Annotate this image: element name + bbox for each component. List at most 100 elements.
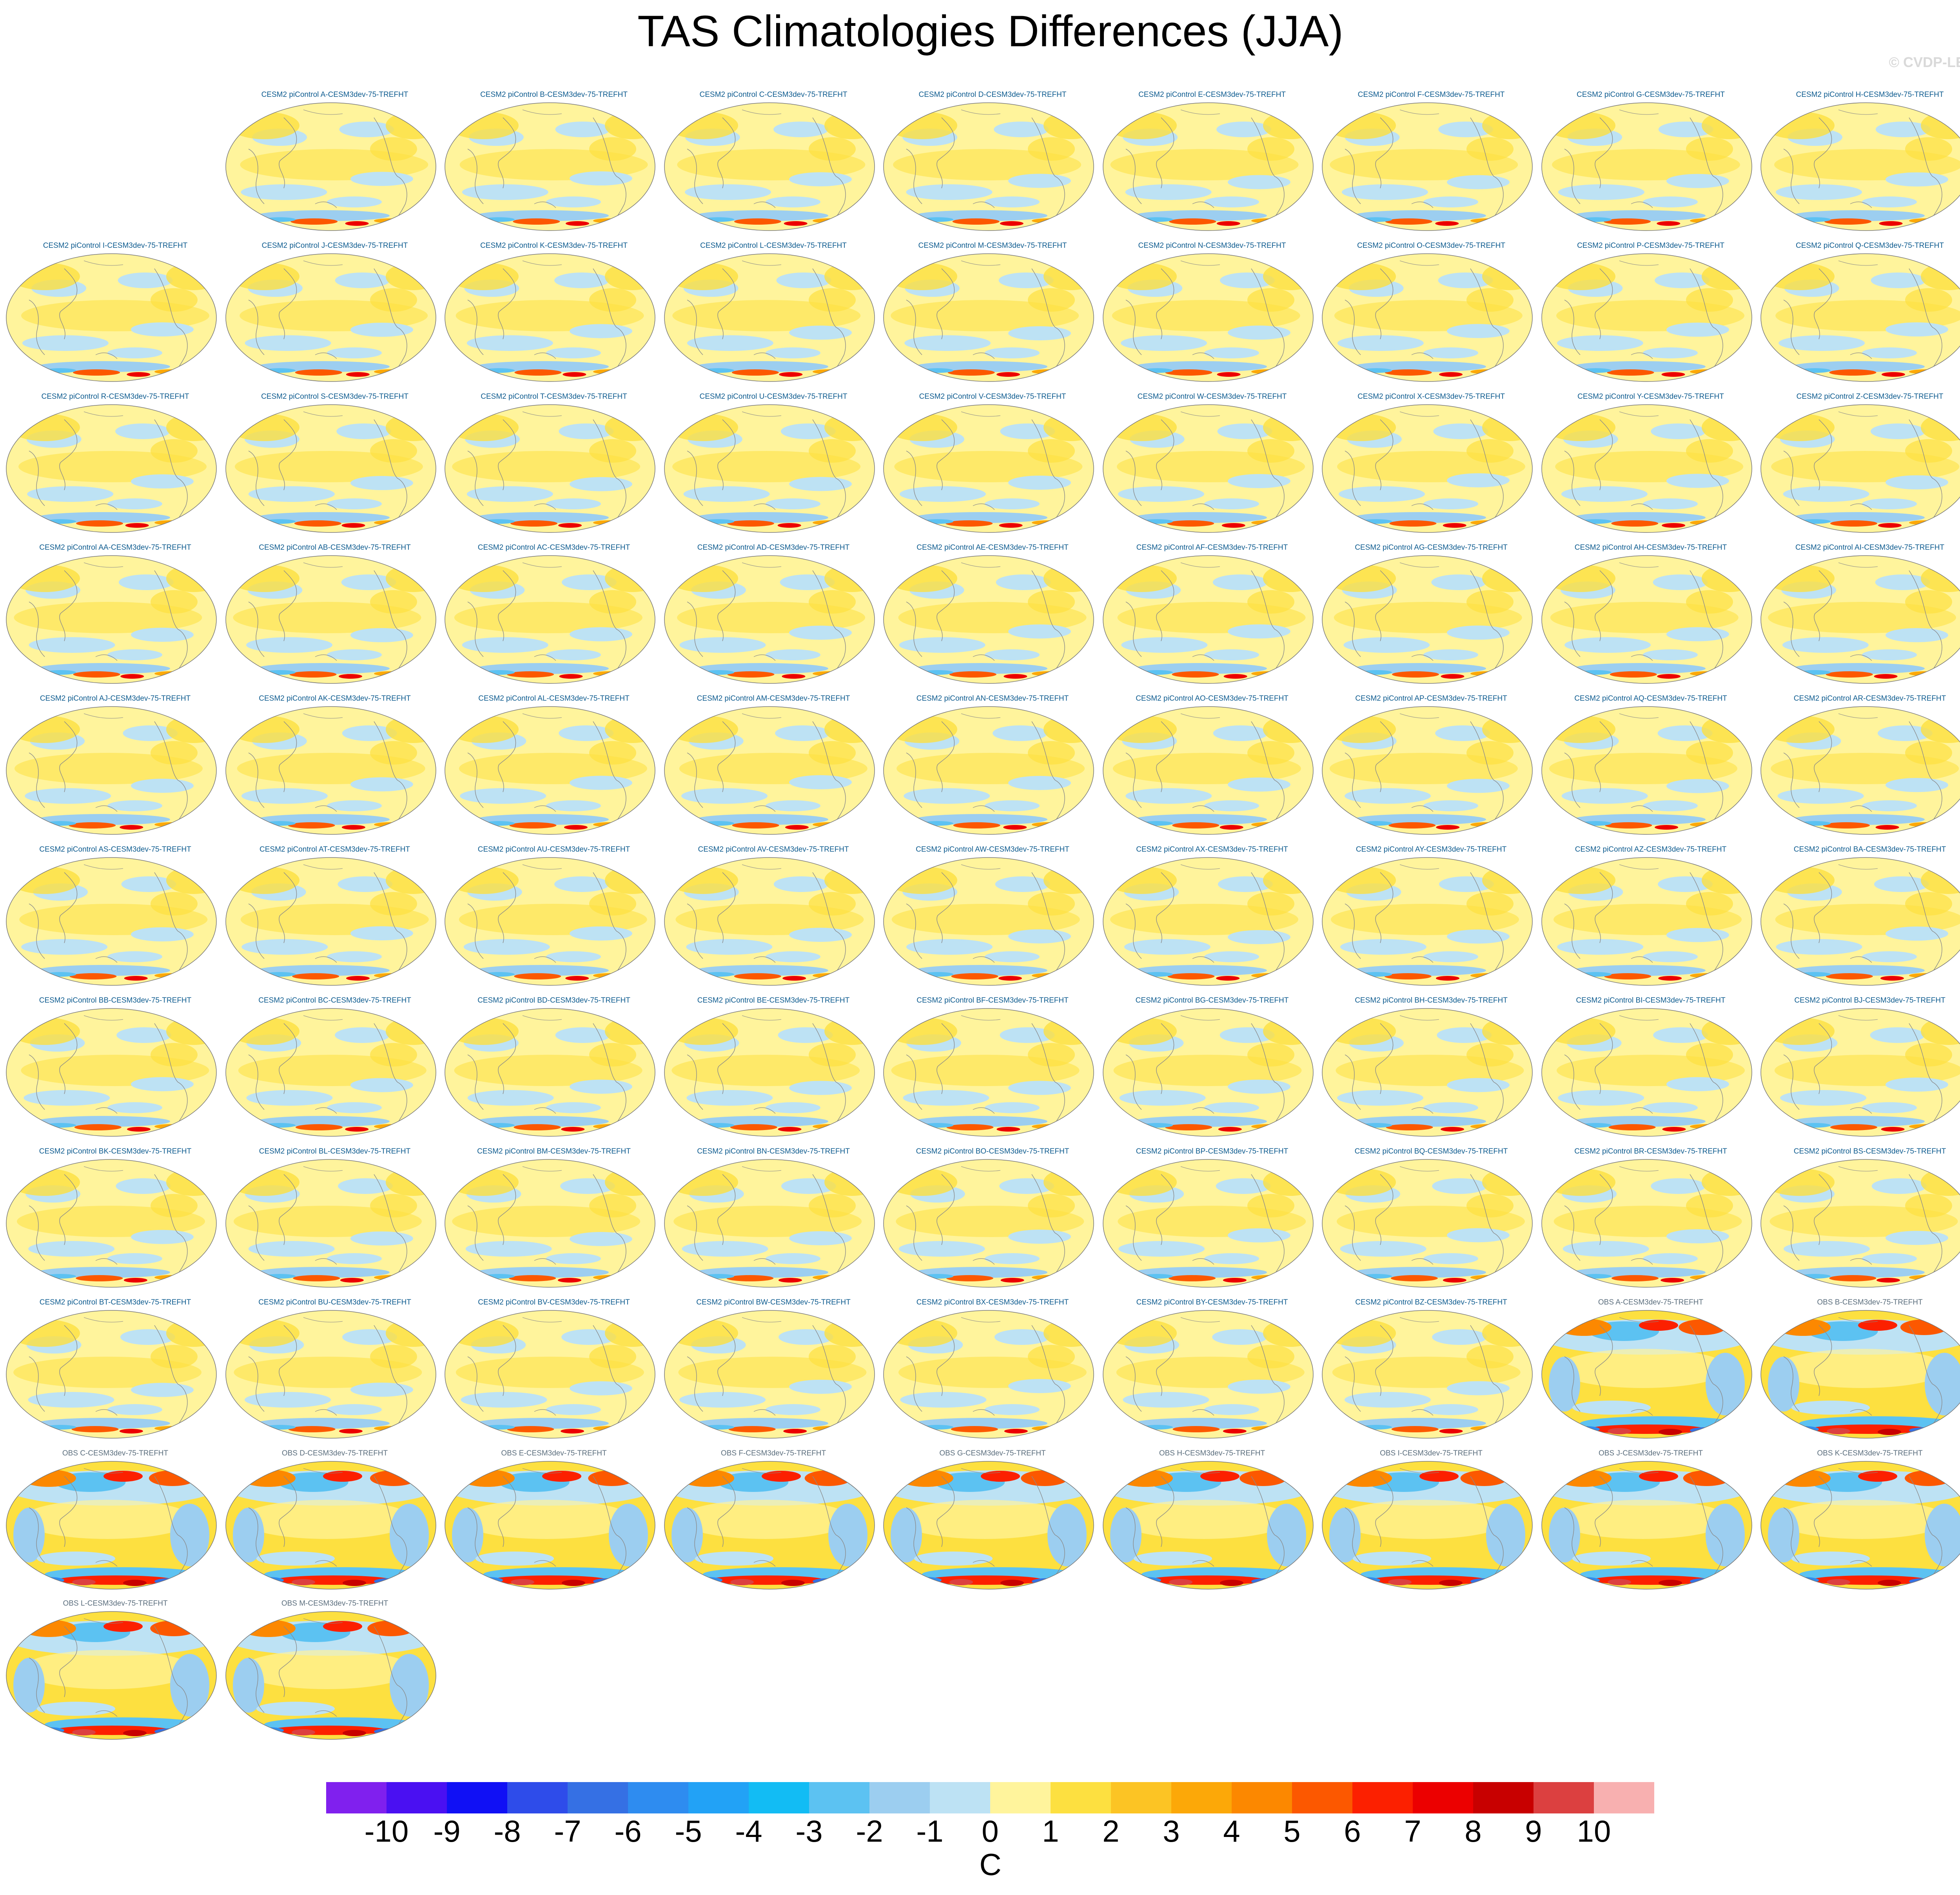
global-map — [1541, 253, 1752, 382]
colorbar-tick-label: -4 — [735, 1814, 762, 1848]
colorbar-swatch — [1413, 1782, 1473, 1813]
map-panel: CESM2 piControl AO-CESM3dev-75-TREFHT — [1102, 694, 1322, 851]
panel-title: CESM2 piControl BB-CESM3dev-75-TREFHT — [39, 996, 192, 1005]
panel-title: CESM2 piControl BZ-CESM3dev-75-TREFHT — [1355, 1298, 1507, 1306]
colorbar-tick-label: -5 — [675, 1814, 702, 1848]
map-panel: CESM2 piControl K-CESM3dev-75-TREFHT — [444, 241, 664, 398]
panel-title: CESM2 piControl BF-CESM3dev-75-TREFHT — [916, 996, 1069, 1005]
map-panel: CESM2 piControl AT-CESM3dev-75-TREFHT — [225, 845, 445, 1002]
map-panel: CESM2 piControl AI-CESM3dev-75-TREFHT — [1760, 543, 1960, 700]
global-map — [1103, 1461, 1314, 1590]
global-map — [6, 1611, 217, 1740]
panel-title: CESM2 piControl Q-CESM3dev-75-TREFHT — [1796, 242, 1944, 250]
colorbar-swatch — [1051, 1782, 1111, 1813]
colorbar-swatch — [568, 1782, 628, 1813]
map-panel: OBS L-CESM3dev-75-TREFHT — [5, 1599, 225, 1756]
map-panel: CESM2 piControl AE-CESM3dev-75-TREFHT — [883, 543, 1102, 700]
map-panel: CESM2 piControl E-CESM3dev-75-TREFHT — [1102, 90, 1322, 247]
colorbar-swatch — [387, 1782, 447, 1813]
map-panel: CESM2 piControl AA-CESM3dev-75-TREFHT — [5, 543, 225, 700]
panel-title: CESM2 piControl N-CESM3dev-75-TREFHT — [1138, 242, 1286, 250]
panel-title: CESM2 piControl A-CESM3dev-75-TREFHT — [261, 91, 408, 99]
panel-title: CESM2 piControl AF-CESM3dev-75-TREFHT — [1136, 543, 1288, 552]
global-map — [1103, 253, 1314, 382]
map-panel: CESM2 piControl BJ-CESM3dev-75-TREFHT — [1760, 996, 1960, 1153]
map-panel: CESM2 piControl Z-CESM3dev-75-TREFHT — [1760, 392, 1960, 549]
map-panel: CESM2 piControl BY-CESM3dev-75-TREFHT — [1102, 1298, 1322, 1455]
map-panel: CESM2 piControl W-CESM3dev-75-TREFHT — [1102, 392, 1322, 549]
map-panel: CESM2 piControl AQ-CESM3dev-75-TREFHT — [1541, 694, 1760, 851]
map-panel: CESM2 piControl AK-CESM3dev-75-TREFHT — [225, 694, 445, 851]
map-panel: CESM2 piControl J-CESM3dev-75-TREFHT — [225, 241, 445, 398]
map-panel: CESM2 piControl BK-CESM3dev-75-TREFHT — [5, 1147, 225, 1304]
global-map — [1322, 1008, 1533, 1137]
map-panel: CESM2 piControl H-CESM3dev-75-TREFHT — [1760, 90, 1960, 247]
global-map — [1103, 1310, 1314, 1439]
global-map — [1760, 253, 1960, 382]
global-map — [664, 404, 875, 533]
panel-title: CESM2 piControl BO-CESM3dev-75-TREFHT — [916, 1147, 1069, 1156]
map-panel: CESM2 piControl BL-CESM3dev-75-TREFHT — [225, 1147, 445, 1304]
colorbar-tick-label: -10 — [364, 1814, 409, 1848]
map-panel: CESM2 piControl BR-CESM3dev-75-TREFHT — [1541, 1147, 1760, 1304]
colorbar-tick-label: 10 — [1577, 1814, 1611, 1848]
global-map — [883, 102, 1094, 231]
colorbar-swatch — [1534, 1782, 1594, 1813]
panel-title: CESM2 piControl AX-CESM3dev-75-TREFHT — [1136, 845, 1288, 854]
panel-title: CESM2 piControl C-CESM3dev-75-TREFHT — [699, 91, 848, 99]
map-panel: OBS J-CESM3dev-75-TREFHT — [1541, 1449, 1760, 1606]
global-map — [664, 1310, 875, 1439]
global-map — [664, 1008, 875, 1137]
panel-title: CESM2 piControl F-CESM3dev-75-TREFHT — [1357, 91, 1505, 99]
map-panel: CESM2 piControl AC-CESM3dev-75-TREFHT — [444, 543, 664, 700]
colorbar-swatch — [1111, 1782, 1171, 1813]
global-map — [1103, 1159, 1314, 1288]
map-panel: CESM2 piControl C-CESM3dev-75-TREFHT — [664, 90, 883, 247]
map-panel: CESM2 piControl AW-CESM3dev-75-TREFHT — [883, 845, 1102, 1002]
colorbar-tick-label: 5 — [1283, 1814, 1301, 1848]
panel-title: CESM2 piControl T-CESM3dev-75-TREFHT — [481, 392, 627, 401]
map-panel: CESM2 piControl BT-CESM3dev-75-TREFHT — [5, 1298, 225, 1455]
map-panel: CESM2 piControl BV-CESM3dev-75-TREFHT — [444, 1298, 664, 1455]
panel-title: CESM2 piControl BL-CESM3dev-75-TREFHT — [259, 1147, 411, 1156]
map-panel: CESM2 piControl AZ-CESM3dev-75-TREFHT — [1541, 845, 1760, 1002]
global-map — [1103, 706, 1314, 835]
global-map — [1541, 102, 1752, 231]
global-map — [1541, 1159, 1752, 1288]
map-panel: CESM2 piControl A-CESM3dev-75-TREFHT — [225, 90, 445, 247]
panel-title: CESM2 piControl G-CESM3dev-75-TREFHT — [1577, 91, 1725, 99]
map-panel: CESM2 piControl AH-CESM3dev-75-TREFHT — [1541, 543, 1760, 700]
map-panel: CESM2 piControl D-CESM3dev-75-TREFHT — [883, 90, 1102, 247]
global-map — [1103, 857, 1314, 986]
map-panel: CESM2 piControl AD-CESM3dev-75-TREFHT — [664, 543, 883, 700]
global-map — [445, 1008, 655, 1137]
colorbar-swatch — [447, 1782, 507, 1813]
colorbar-tick-label: 0 — [982, 1814, 999, 1848]
panel-title: CESM2 piControl AI-CESM3dev-75-TREFHT — [1795, 543, 1945, 552]
panel-title: CESM2 piControl Z-CESM3dev-75-TREFHT — [1796, 392, 1944, 401]
panel-title: CESM2 piControl AO-CESM3dev-75-TREFHT — [1136, 694, 1289, 703]
panel-title: CESM2 piControl O-CESM3dev-75-TREFHT — [1357, 242, 1505, 250]
global-map — [1541, 706, 1752, 835]
panel-title: CESM2 piControl I-CESM3dev-75-TREFHT — [43, 242, 188, 250]
panel-title: CESM2 piControl AT-CESM3dev-75-TREFHT — [260, 845, 410, 854]
figure-title: TAS Climatologies Differences (JJA) — [637, 7, 1343, 56]
panel-title: CESM2 piControl BA-CESM3dev-75-TREFHT — [1793, 845, 1946, 854]
map-panel: CESM2 piControl BP-CESM3dev-75-TREFHT — [1102, 1147, 1322, 1304]
panel-title: CESM2 piControl R-CESM3dev-75-TREFHT — [41, 392, 189, 401]
map-panel: CESM2 piControl M-CESM3dev-75-TREFHT — [883, 241, 1102, 398]
panel-title: CESM2 piControl BV-CESM3dev-75-TREFHT — [478, 1298, 630, 1306]
map-panel: CESM2 piControl S-CESM3dev-75-TREFHT — [225, 392, 445, 549]
map-panel: CESM2 piControl Y-CESM3dev-75-TREFHT — [1541, 392, 1760, 549]
global-map — [1541, 857, 1752, 986]
map-panel: CESM2 piControl X-CESM3dev-75-TREFHT — [1321, 392, 1541, 549]
map-panel: CESM2 piControl I-CESM3dev-75-TREFHT — [5, 241, 225, 398]
panel-title: CESM2 piControl AL-CESM3dev-75-TREFHT — [478, 694, 630, 703]
map-panel: CESM2 piControl L-CESM3dev-75-TREFHT — [664, 241, 883, 398]
map-panel: CESM2 piControl BC-CESM3dev-75-TREFHT — [225, 996, 445, 1153]
panel-title: OBS I-CESM3dev-75-TREFHT — [1380, 1449, 1483, 1457]
map-panel: CESM2 piControl BB-CESM3dev-75-TREFHT — [5, 996, 225, 1153]
global-map — [1760, 857, 1960, 986]
global-map — [883, 404, 1094, 533]
panel-title: CESM2 piControl H-CESM3dev-75-TREFHT — [1796, 91, 1944, 99]
